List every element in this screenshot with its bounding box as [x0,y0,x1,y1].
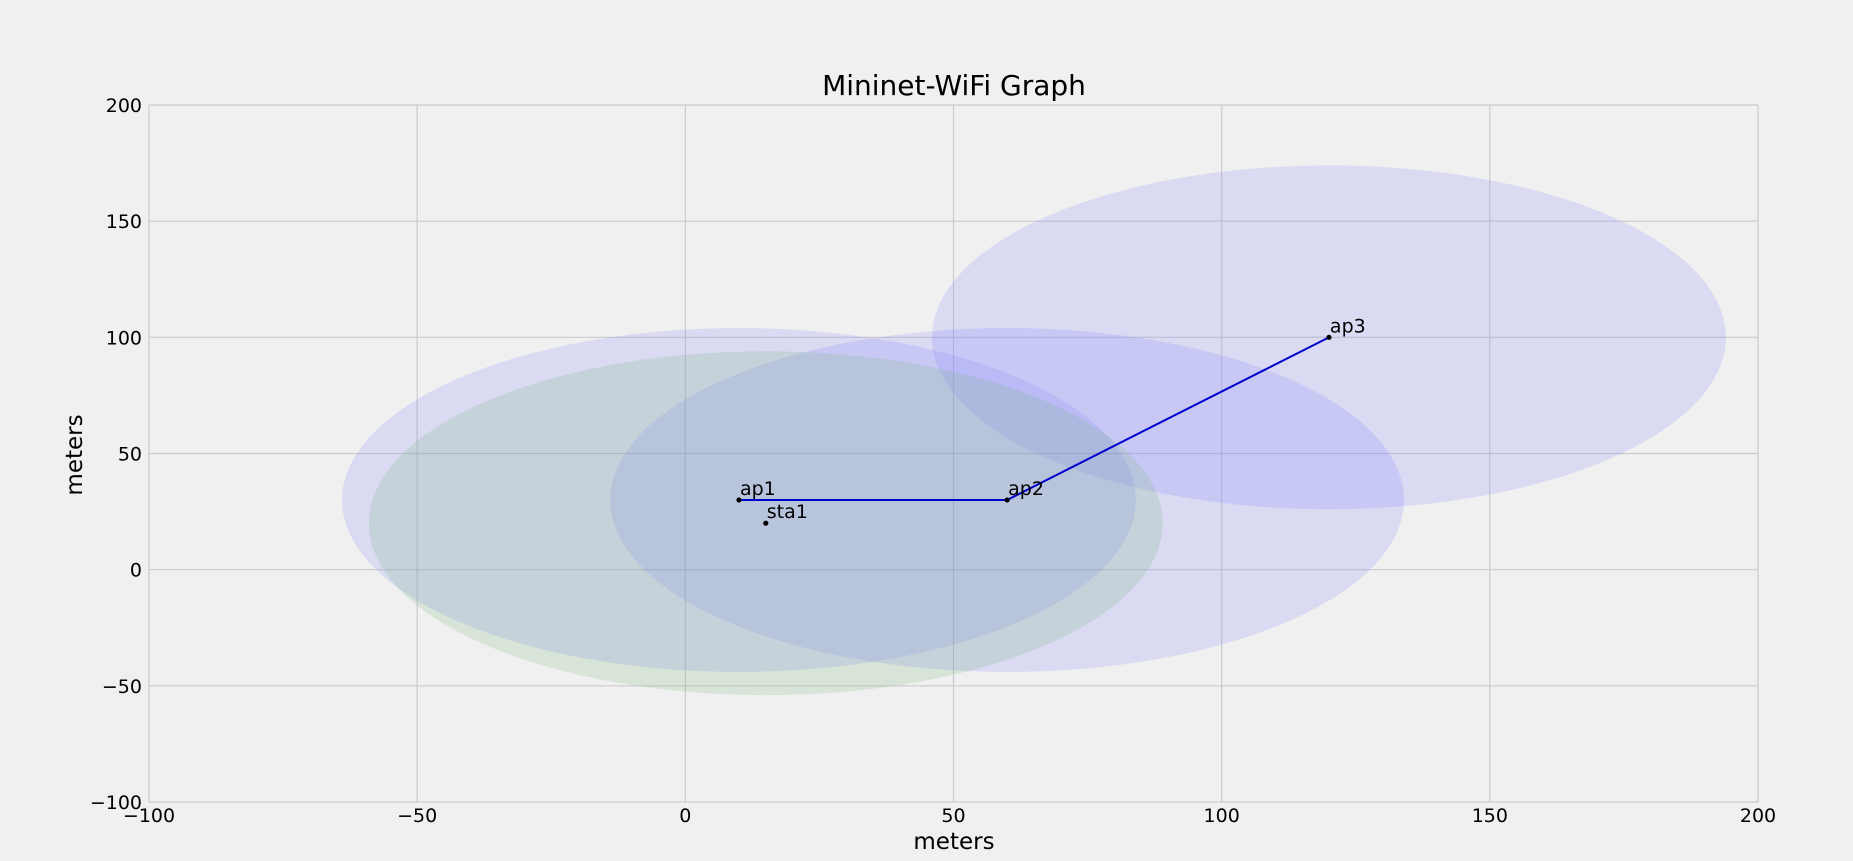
node-label-ap1: ap1 [740,478,776,500]
y-tick-label-6: 200 [106,95,142,117]
x-tick-label-5: 150 [1472,805,1508,827]
link-ap2-ap3 [1006,336,1330,501]
x-axis-label: meters [913,829,994,855]
x-tick-label-4: 100 [1204,805,1240,827]
node-label-ap2: ap2 [1008,478,1044,500]
x-tick-label-6: 200 [1740,805,1776,827]
node-point-sta1 [763,520,769,526]
y-tick-label-5: 150 [106,211,142,233]
node-label-ap3: ap3 [1330,315,1366,337]
grid [148,104,1759,803]
x-tick-label-2: 0 [679,805,691,827]
y-tick-labels: −100 −50 0 50 100 150 200 [90,95,142,814]
x-tick-label-1: −50 [397,805,437,827]
node-point-ap2 [1004,497,1010,503]
nodes: ap1 ap2 ap3 sta1 [736,315,1366,526]
y-tick-label-2: 0 [130,560,142,582]
node-point-ap1 [736,497,742,503]
chart-title: Mininet-WiFi Graph [822,69,1086,102]
node-links [738,336,1330,501]
node-point-ap3 [1326,334,1332,340]
y-tick-label-4: 100 [106,327,142,349]
y-tick-label-0: −100 [90,792,142,814]
node-label-sta1: sta1 [767,501,808,523]
node-ranges [342,165,1726,696]
y-tick-label-3: 50 [118,444,142,466]
x-tick-labels: −100 −50 0 50 100 150 200 [123,805,1776,827]
y-tick-label-1: −50 [102,676,142,698]
x-tick-label-0: −100 [123,805,175,827]
y-axis-label: meters [62,414,88,495]
x-tick-label-3: 50 [941,805,965,827]
